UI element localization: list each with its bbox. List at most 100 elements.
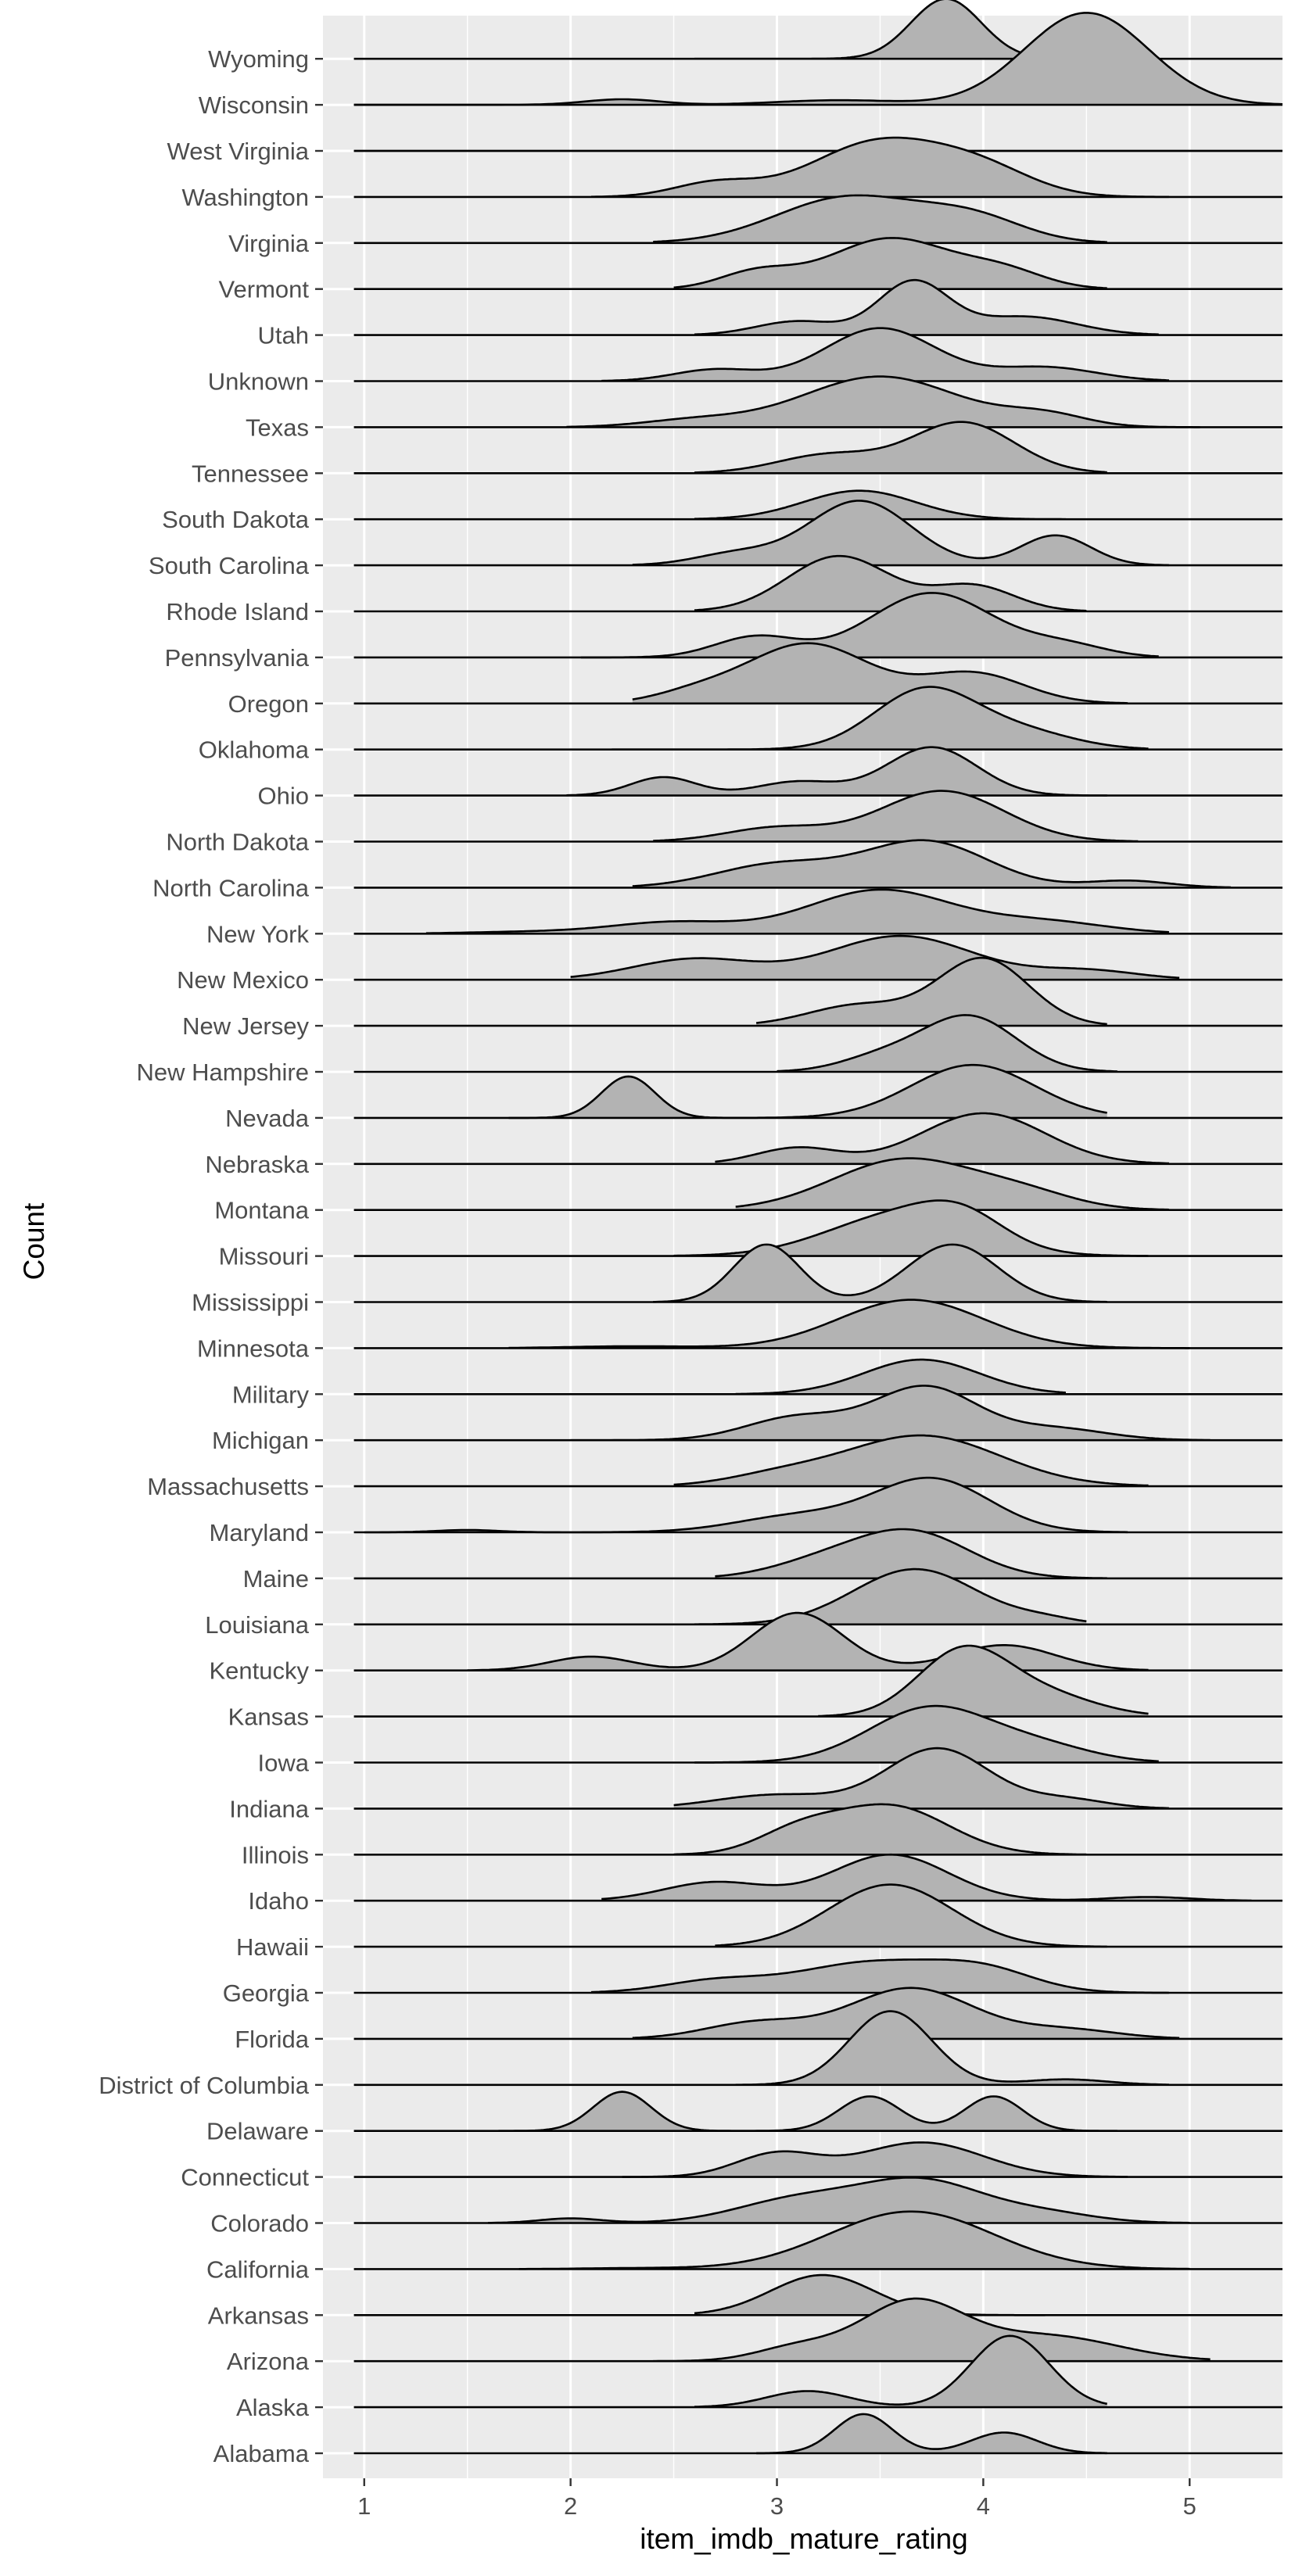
ridge-outline [580, 592, 1159, 659]
ridge-north-carolina [353, 839, 1282, 889]
ridge-outline [715, 1112, 1169, 1165]
y-tick-label: Minnesota [197, 1335, 310, 1362]
y-tick-label: West Virginia [167, 138, 310, 165]
y-tick-label: District of Columbia [99, 2072, 309, 2099]
y-tick-label: Wisconsin [199, 91, 309, 119]
ridge-massachusetts [353, 1434, 1282, 1488]
ridge-outline [622, 2141, 1128, 2178]
ridge-outline [570, 1385, 1211, 1442]
ridge-outline [467, 1611, 1149, 1671]
ridge-outline [653, 194, 1107, 243]
ridge-outline [694, 1567, 1087, 1625]
ridge-military [353, 1358, 1282, 1395]
ridge-fill [601, 1854, 1252, 1901]
ridge-outline [673, 237, 1107, 289]
y-tick-label: New Mexico [177, 966, 309, 994]
ridge-outline [498, 2091, 1117, 2132]
y-tick-label: North Carolina [152, 874, 310, 901]
y-tick-label: Arkansas [208, 2302, 309, 2329]
ridge-outline [777, 1014, 1117, 1073]
ridge-outline [364, 1476, 1128, 1534]
ridge-florida [353, 1987, 1282, 2040]
ridge-oregon [353, 642, 1282, 705]
y-tick-label: Military [232, 1381, 310, 1408]
ridge-outline [566, 746, 1107, 797]
ridge-wisconsin [353, 12, 1283, 106]
ridge-outline [653, 2297, 1211, 2363]
y-tick-label: Kansas [228, 1704, 309, 1731]
ridge-arkansas [353, 2273, 1282, 2316]
ridge-outline [653, 1243, 1107, 1303]
x-tick-label: 4 [977, 2492, 990, 2520]
x-tick-label: 1 [357, 2492, 371, 2520]
ridge-outline [425, 888, 1169, 934]
ridge-fill [673, 1435, 1149, 1487]
ridge-rhode-island [353, 554, 1282, 613]
y-tick-label: Oregon [228, 690, 309, 718]
ridge-outline [756, 2413, 1107, 2455]
y-tick-label: Massachusetts [147, 1473, 309, 1500]
ridge-fill [653, 2298, 1211, 2362]
ridge-arizona [353, 2297, 1282, 2363]
ridge-outline [601, 327, 1169, 382]
ridge-fill [580, 593, 1159, 657]
ridge-fill [715, 1884, 1107, 1947]
y-tick-label: Indiana [229, 1795, 309, 1822]
ridge-fill [715, 1113, 1169, 1164]
ridge-fill [735, 1158, 1169, 1210]
ridge-new-hampshire [353, 1014, 1282, 1073]
ridge-utah [353, 278, 1282, 336]
ridge-michigan [353, 1385, 1282, 1442]
y-tick-label: New Jersey [182, 1012, 309, 1040]
y-tick-label: New York [206, 920, 309, 948]
y-tick-label: Unknown [208, 368, 309, 396]
y-tick-label: Alaska [236, 2394, 310, 2421]
ridge-fill [777, 1015, 1117, 1072]
ridge-idaho [353, 1853, 1282, 1902]
ridge-fill [694, 2275, 1046, 2316]
ridge-fill [508, 1065, 1107, 1118]
y-tick-label: Connecticut [181, 2164, 309, 2191]
ridge-outline [601, 1853, 1252, 1902]
y-tick-label: Utah [258, 322, 309, 349]
ridge-fill [488, 2177, 1190, 2223]
y-axis-ticks: Wyoming Wisconsin West Virginia Washington V… [99, 45, 323, 2467]
ridge-fill [694, 1706, 1159, 1763]
ridge-outline [694, 278, 1159, 336]
y-tick-label: Colorado [210, 2210, 309, 2237]
x-tick-label: 2 [564, 2492, 577, 2520]
ridge-outline [570, 934, 1180, 980]
ridge-mississippi [353, 1243, 1282, 1303]
ridge-outline [735, 1358, 1067, 1395]
ridge-outline [653, 790, 1139, 843]
ridge-hawaii [353, 1883, 1282, 1948]
ridge-new-york [353, 888, 1282, 935]
ridge-fill [508, 1299, 1190, 1349]
ridge-fill [601, 328, 1169, 382]
ridge-outline [735, 1157, 1169, 1211]
ridge-fill [566, 747, 1107, 796]
ridge-iowa [353, 1704, 1282, 1764]
ridge-washington [353, 136, 1282, 199]
ridge-kansas [353, 1644, 1282, 1718]
ridge-north-dakota [353, 790, 1282, 843]
ridge-fill [735, 2011, 1169, 2085]
ridge-fill [694, 421, 1107, 474]
ridge-outline [694, 489, 1066, 521]
ridge-fill [653, 1244, 1107, 1302]
ridge-fill [756, 958, 1107, 1026]
ridge-outline [353, 12, 1283, 106]
y-tick-label: Louisiana [205, 1611, 309, 1639]
ridge-delaware [353, 2091, 1282, 2132]
ridge-nebraska [353, 1112, 1282, 1166]
ridge-colorado [353, 2177, 1282, 2224]
ridge-outline [673, 1434, 1149, 1487]
ridge-outline [673, 1747, 1169, 1810]
y-tick-label: Ohio [258, 783, 309, 810]
ridge-outline [518, 2210, 1190, 2270]
ridge-tennessee [353, 421, 1282, 475]
ridge-outline [591, 136, 1169, 199]
y-tick-label: Kentucky [209, 1657, 309, 1685]
